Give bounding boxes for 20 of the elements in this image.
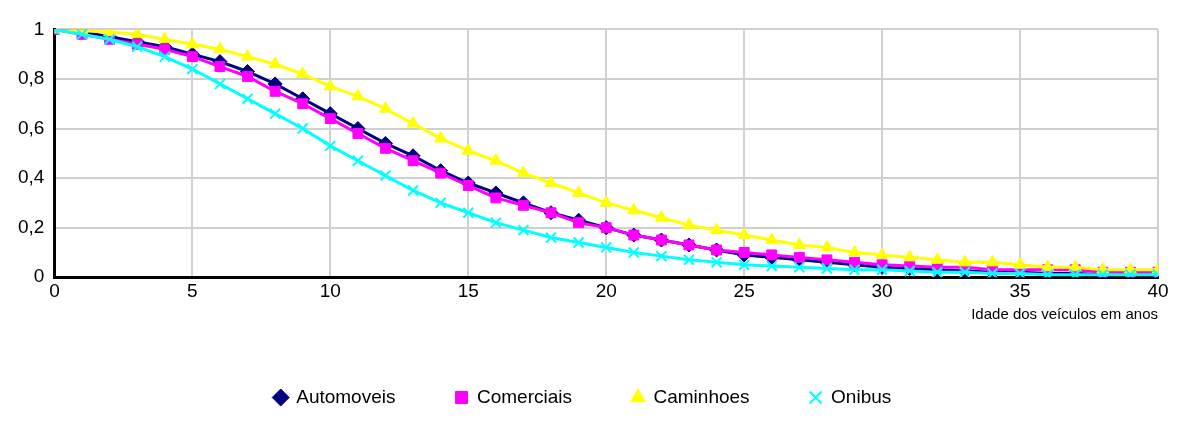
x-axis-title: Idade dos veículos em anos: [971, 305, 1158, 323]
x-tick-label: 30: [871, 279, 893, 301]
x-tick-label: 0: [49, 279, 60, 301]
x-tick-label: 20: [595, 279, 617, 301]
legend-label: Caminhoes: [653, 385, 750, 407]
legend-label: Onibus: [831, 385, 892, 407]
y-tick-label: 0: [33, 265, 45, 287]
y-tick-label: 0,8: [17, 67, 45, 89]
x-tick-label: 40: [1147, 279, 1169, 301]
y-tick-label: 0,4: [17, 166, 45, 188]
legend-label: Comerciais: [476, 385, 572, 407]
x-tick-label: 25: [733, 279, 755, 301]
x-tick-label: 15: [457, 279, 479, 301]
x-tick-label: 5: [187, 279, 198, 301]
legend-label: Automoveis: [296, 385, 396, 407]
y-tick-label: 1: [33, 17, 45, 39]
x-tick-label: 10: [319, 279, 341, 301]
x-tick-label: 35: [1009, 279, 1031, 301]
y-tick-label: 0,2: [17, 215, 45, 237]
y-tick-label: 0,6: [17, 116, 45, 138]
